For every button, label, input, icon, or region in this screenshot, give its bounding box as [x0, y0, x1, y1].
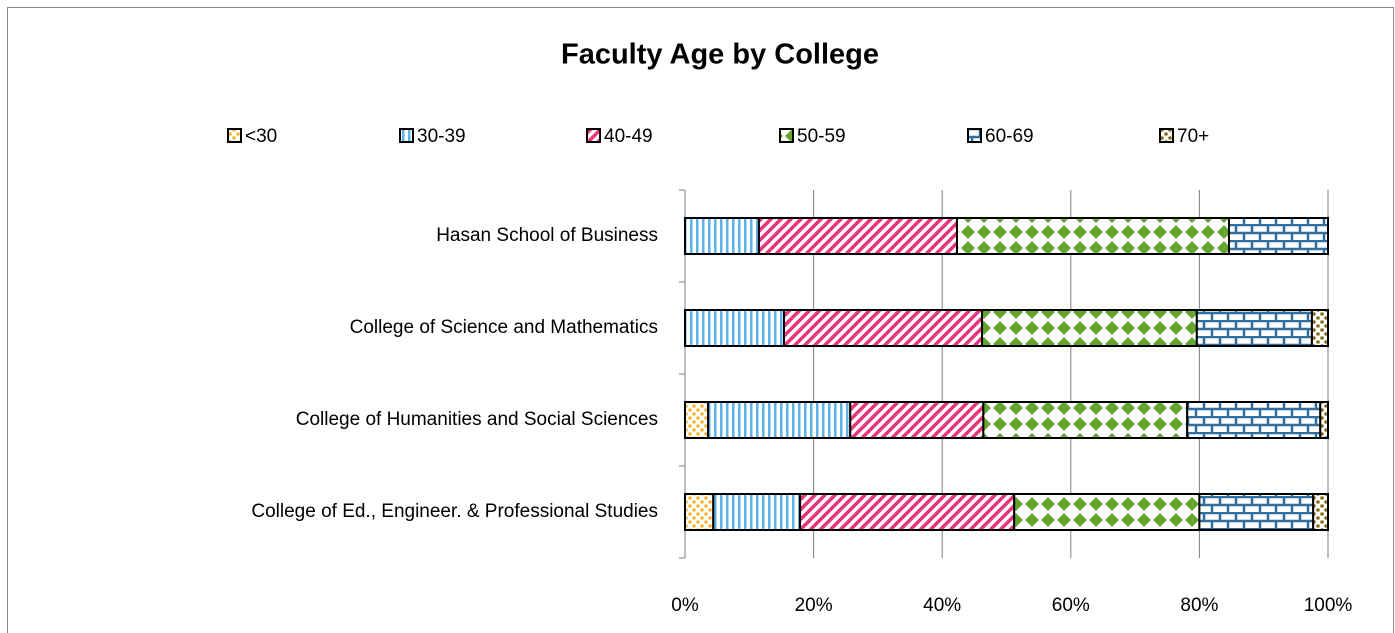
legend-swatch [227, 128, 242, 143]
legend-label: 50-59 [797, 126, 846, 147]
x-tick-label: 80% [1180, 595, 1218, 616]
legend-swatch [399, 128, 414, 143]
bar-segment [1198, 493, 1315, 531]
bar-segment [799, 493, 1016, 531]
bar-segment [783, 309, 984, 347]
legend-swatch [967, 128, 982, 143]
bar-segment [955, 217, 1230, 255]
x-tick-label: 60% [1052, 595, 1090, 616]
y-tick-label: College of Science and Mathematics [350, 317, 658, 338]
bar-segment [982, 401, 1189, 439]
chart-title: Faculty Age by College [561, 39, 879, 71]
bar-segment [1195, 309, 1313, 347]
bar-segment [1227, 217, 1330, 255]
y-tick-label: College of Humanities and Social Science… [296, 409, 658, 430]
legend-label: 40-49 [604, 126, 653, 147]
x-tick-label: 100% [1304, 595, 1353, 616]
bar-segment [757, 217, 958, 255]
bar-segment [684, 401, 710, 439]
y-tick-label: Hasan School of Business [436, 225, 658, 246]
x-tick-label: 40% [923, 595, 961, 616]
bar-segment [1319, 401, 1330, 439]
legend-label: 70+ [1177, 126, 1209, 147]
bar-segment [1312, 493, 1330, 531]
bar-segment [1310, 309, 1330, 347]
x-tick-label: 20% [795, 595, 833, 616]
legend-label: 30-39 [417, 126, 466, 147]
legend-swatch [1159, 128, 1174, 143]
bar-segment [849, 401, 985, 439]
bar-segment [684, 493, 715, 531]
bar-segment [684, 309, 786, 347]
y-tick-label: College of Ed., Engineer. & Professional… [251, 501, 658, 522]
bar-segment [1013, 493, 1201, 531]
bar-segment [1186, 401, 1322, 439]
legend-swatch [586, 128, 601, 143]
bar-segment [981, 309, 1198, 347]
bar-segment [707, 401, 852, 439]
legend-label: <30 [245, 126, 277, 147]
legend-label: 60-69 [985, 126, 1034, 147]
bar-segment [712, 493, 802, 531]
bar-segment [684, 217, 760, 255]
x-tick-label: 0% [671, 595, 699, 616]
legend-swatch [779, 128, 794, 143]
